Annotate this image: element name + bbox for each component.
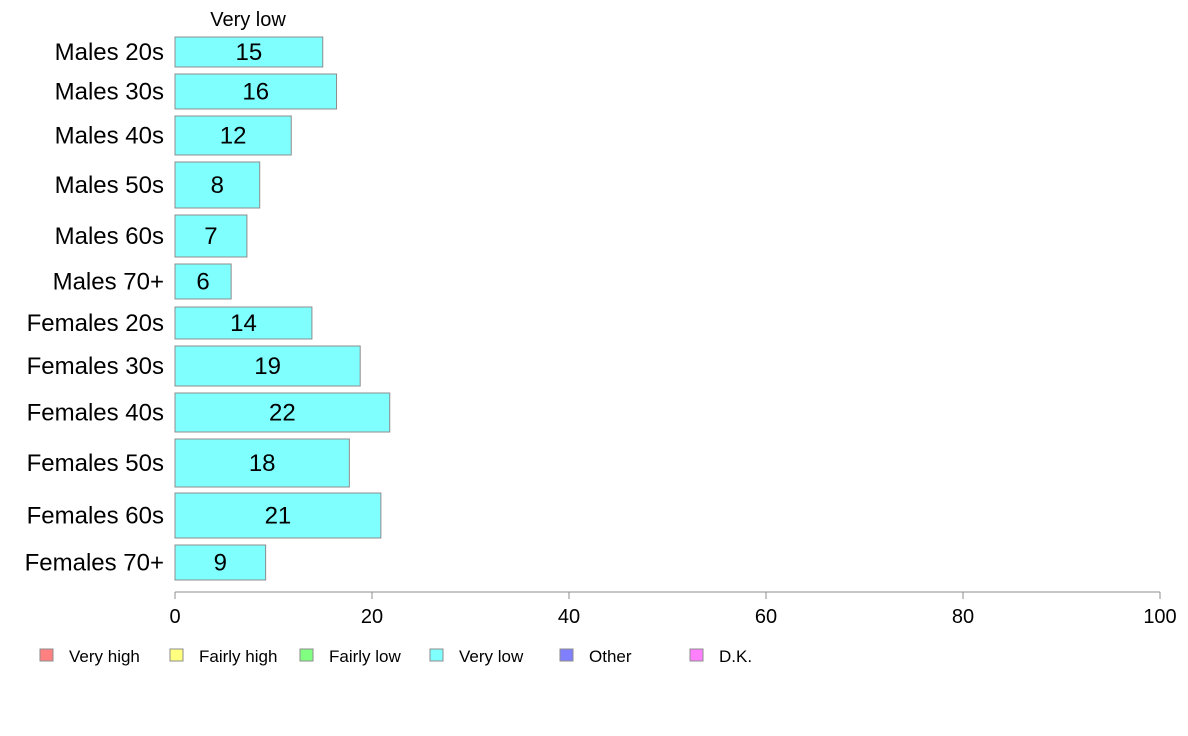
bar-group: Males 20s 15 Males 30s 16 Males 40s 12 Males 5… [25, 36, 391, 581]
bar [174, 73, 338, 110]
legend-swatch [559, 648, 574, 662]
category-label: Females 60s [27, 503, 164, 530]
category-label: Females 40s [27, 400, 164, 427]
x-tick-label: 60 [755, 606, 777, 628]
data-label: 18 [249, 450, 276, 477]
data-label: 19 [254, 353, 281, 380]
data-label: 8 [211, 172, 224, 199]
x-tick-label: 100 [1143, 606, 1176, 628]
data-label: 7 [204, 223, 217, 250]
legend: Very high Fairly high Fairly low Very low Ot… [39, 647, 752, 666]
category-label: Females 50s [27, 450, 164, 477]
bar [174, 544, 267, 581]
category-label: Females 20s [27, 310, 164, 337]
data-label: 12 [220, 123, 247, 150]
bar [174, 161, 261, 209]
bar [174, 438, 350, 488]
category-label: Females 30s [27, 353, 164, 380]
legend-label: Very high [69, 647, 140, 666]
data-label: 14 [230, 310, 257, 337]
category-label: Males 70+ [53, 269, 164, 296]
x-tick-label: 80 [952, 606, 974, 628]
legend-swatch [429, 648, 444, 662]
legend-swatch [39, 648, 54, 662]
bar [174, 36, 324, 68]
legend-swatch [169, 648, 184, 662]
legend-label: Fairly high [199, 647, 277, 666]
bar [174, 392, 391, 433]
bar [174, 492, 382, 539]
category-label: Males 20s [55, 39, 164, 66]
legend-label: Other [589, 647, 632, 666]
data-label: 22 [269, 400, 296, 427]
data-label: 15 [236, 39, 263, 66]
x-tick-label: 40 [558, 606, 580, 628]
bar [174, 214, 248, 258]
category-label: Males 60s [55, 223, 164, 250]
data-label: 21 [265, 503, 292, 530]
category-label: Males 40s [55, 123, 164, 150]
data-label: 16 [242, 79, 269, 106]
x-tick-label: 20 [361, 606, 383, 628]
category-label: Males 50s [55, 172, 164, 199]
legend-swatch [689, 648, 704, 662]
bar [174, 115, 292, 156]
legend-label: Very low [459, 647, 524, 666]
legend-swatch [299, 648, 314, 662]
bar [174, 345, 361, 387]
x-tick-label: 0 [169, 606, 180, 628]
bar [174, 263, 232, 300]
column-header: Very low [210, 9, 286, 31]
category-label: Females 70+ [25, 550, 164, 577]
bar [174, 306, 313, 340]
category-label: Males 30s [55, 79, 164, 106]
legend-label: Fairly low [329, 647, 402, 666]
data-label: 9 [214, 550, 227, 577]
legend-label: D.K. [719, 647, 752, 666]
data-label: 6 [196, 269, 209, 296]
x-axis: 0 20 40 60 80 100 [169, 591, 1177, 628]
